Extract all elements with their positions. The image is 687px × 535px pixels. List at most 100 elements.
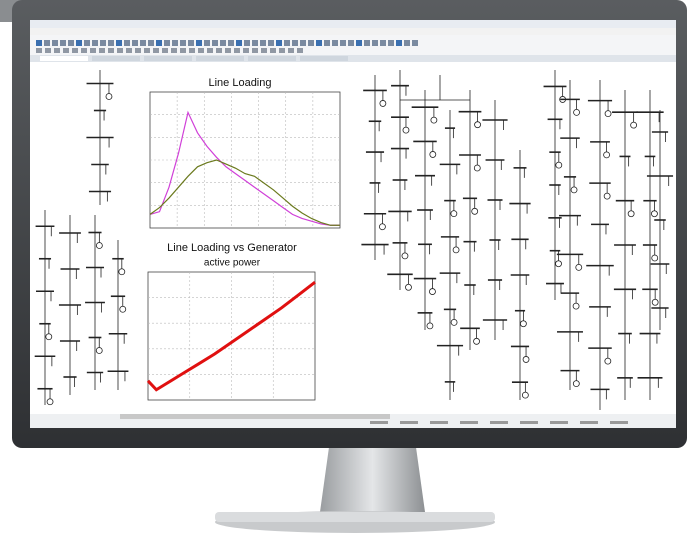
toolbar-icon	[156, 40, 162, 46]
toolbar-icon	[270, 48, 276, 53]
toolbar-icon	[297, 48, 303, 53]
schematic-symbol	[405, 283, 412, 291]
toolbar-icon	[404, 40, 410, 46]
schematic-symbol	[45, 333, 53, 341]
toolbar-icon	[68, 40, 74, 46]
schematic-symbol	[379, 100, 387, 107]
monitor-base-top	[215, 512, 495, 522]
status-field	[460, 421, 478, 424]
toolbar-icon	[276, 40, 282, 46]
toolbar-icon	[108, 48, 114, 53]
schematic-symbol	[450, 210, 458, 218]
tab-bar	[30, 55, 676, 62]
schematic-symbol	[46, 398, 54, 406]
toolbar-icon	[388, 40, 394, 46]
toolbar-icon	[324, 40, 330, 46]
toolbar-icon	[60, 40, 66, 46]
toolbar-icon	[196, 40, 202, 46]
schematic-symbol	[555, 161, 563, 169]
schematic-symbol	[519, 320, 527, 328]
toolbar-icon	[76, 40, 82, 46]
schematic-symbol	[118, 268, 126, 276]
schematic-symbol	[402, 126, 410, 134]
schematic-symbol	[575, 263, 583, 271]
toolbar-icon	[380, 40, 386, 46]
toolbar-icon	[132, 40, 138, 46]
toolbar-icon	[148, 40, 154, 46]
toolbar-icon	[236, 40, 242, 46]
menu-bar	[30, 28, 676, 35]
schematic-symbol	[474, 121, 481, 129]
schematic-symbol	[555, 260, 562, 268]
schematic-symbol	[473, 164, 481, 172]
tab	[248, 56, 296, 61]
toolbar-icon	[260, 40, 266, 46]
schematic-symbol	[95, 347, 103, 354]
toolbar-icon	[234, 48, 240, 53]
monitor-neck	[320, 440, 425, 512]
toolbar-icon	[117, 48, 123, 53]
toolbar-icon	[252, 40, 258, 46]
status-field	[550, 421, 568, 424]
toolbar-icon	[261, 48, 267, 53]
toolbar-icon	[36, 40, 42, 46]
toolbar-icon	[207, 48, 213, 53]
toolbar-icon	[84, 40, 90, 46]
status-field	[430, 421, 448, 424]
schematic-symbol	[651, 254, 659, 262]
toolbar-icon	[292, 40, 298, 46]
schematic-symbol	[429, 288, 436, 295]
toolbar-icon	[284, 40, 290, 46]
schematic-symbol	[572, 302, 580, 310]
toolbar-icon	[225, 48, 231, 53]
toolbar-icon	[72, 48, 78, 53]
toolbar-icon	[164, 40, 170, 46]
toolbar-icon	[212, 40, 218, 46]
toolbar-icon	[180, 48, 186, 53]
toolbar-icon	[332, 40, 338, 46]
toolbar-icon	[216, 48, 222, 53]
toolbar-icon	[198, 48, 204, 53]
toolbar-icon	[45, 48, 51, 53]
toolbar-icon	[124, 40, 130, 46]
schematic-symbol	[473, 337, 480, 345]
toolbar-icon	[36, 48, 42, 53]
schematic-symbol	[604, 110, 612, 118]
toolbar-icon	[204, 40, 210, 46]
schematic-symbol	[95, 242, 103, 249]
status-field	[400, 421, 418, 424]
schematic-symbol	[429, 151, 437, 158]
toolbar-icon	[172, 40, 178, 46]
schematic-symbol	[603, 151, 611, 159]
status-field	[370, 421, 388, 424]
data-line	[149, 110, 340, 226]
schematic-symbol	[570, 186, 578, 194]
toolbar-icon	[252, 48, 258, 53]
toolbar-icon	[244, 40, 250, 46]
toolbar-icon	[81, 48, 87, 53]
schematic-symbol	[522, 356, 530, 363]
data-line	[146, 281, 316, 392]
status-field	[580, 421, 598, 424]
schematic-symbol	[603, 192, 611, 200]
toolbar-icon	[63, 48, 69, 53]
scrollbar	[120, 414, 390, 419]
toolbar-icon	[300, 40, 306, 46]
toolbar-icon	[162, 48, 168, 53]
toolbar-icon	[189, 48, 195, 53]
screen	[30, 20, 676, 428]
toolbar-icon	[44, 40, 50, 46]
toolbar-icon	[135, 48, 141, 53]
schematic-symbol	[426, 322, 434, 330]
toolbar-icon	[364, 40, 370, 46]
toolbar-icon	[288, 48, 294, 53]
schematic-symbol	[572, 380, 580, 388]
schematic-symbol	[401, 252, 409, 260]
schematic-symbol	[604, 357, 612, 365]
status-field	[520, 421, 538, 424]
toolbar-icon	[316, 40, 322, 46]
schematic-symbol	[452, 246, 460, 254]
toolbar-icon	[372, 40, 378, 46]
schematic-symbol	[573, 108, 580, 116]
